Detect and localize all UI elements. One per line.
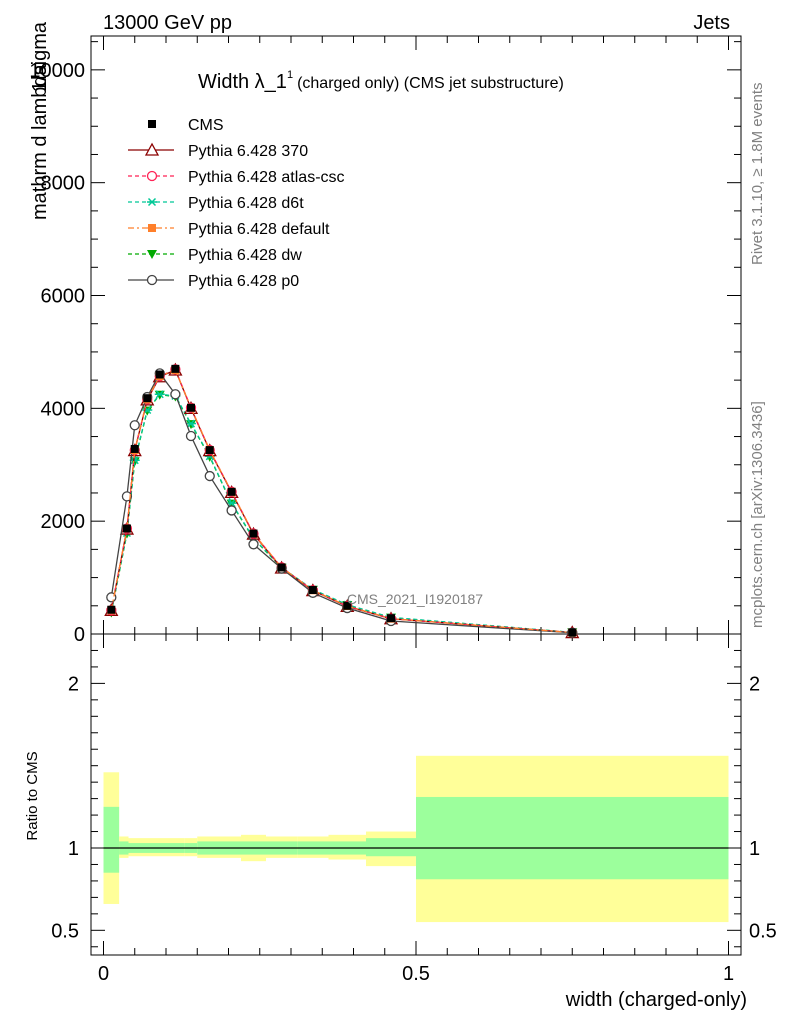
series-d6t <box>106 390 578 637</box>
legend-entry-atlas: Pythia 6.428 atlas-csc <box>128 169 345 186</box>
data-point-cms <box>227 487 236 496</box>
legend-label-cms: CMS <box>188 117 224 134</box>
series-dw <box>106 390 578 638</box>
data-point-cms <box>122 524 131 533</box>
data-point-dw <box>154 390 165 400</box>
x-tick-label: 1 <box>723 963 734 985</box>
data-point-p0 <box>121 491 133 502</box>
inner-band-bin <box>366 838 416 857</box>
data-point-cms <box>343 601 352 610</box>
chart-title-main: Width λ_1 <box>198 71 287 93</box>
series-default <box>107 365 577 637</box>
legend-label-atlas: Pythia 6.428 atlas-csc <box>188 169 345 186</box>
legend-marker-d6t <box>147 197 157 207</box>
legend-label-p0: Pythia 6.428 p0 <box>188 273 299 290</box>
legend-marker-p0 <box>146 274 158 286</box>
data-point-cms <box>155 370 164 379</box>
ratio-y-axis-label: Ratio to CMS <box>24 751 41 840</box>
legend-marker-dw <box>147 250 157 259</box>
data-point-d6t <box>154 390 165 399</box>
data-point-cms <box>130 444 139 453</box>
legend-entry-dw: Pythia 6.428 dw <box>128 247 302 264</box>
data-series <box>104 362 580 639</box>
data-point-p0 <box>185 430 197 442</box>
data-point-cms <box>205 446 214 455</box>
legend: CMS Pythia 6.428 370 Pythia 6.428 atlas-cs… <box>128 117 345 290</box>
x-axis-label: width (charged-only) <box>565 989 747 1011</box>
series-line-p0 <box>110 372 573 634</box>
legend-label-p370: Pythia 6.428 370 <box>188 143 308 160</box>
mcplots-reference-label: mcplots.cern.ch [arXiv:1306.3436] <box>749 401 766 628</box>
data-point-p0 <box>170 389 181 400</box>
data-point-cms <box>143 394 152 403</box>
series-line-dw <box>110 394 573 634</box>
main-y-tick-label: 2000 <box>41 511 86 533</box>
ratio-y-tick-label: 0.5 <box>51 920 79 942</box>
legend-label-default: Pythia 6.428 default <box>188 221 330 238</box>
data-point-cms <box>308 585 317 594</box>
ratio-y-tick-label-right: 1 <box>749 838 760 860</box>
legend-marker-cms <box>148 120 156 128</box>
ratio-y-tick-label: 2 <box>68 673 79 695</box>
series-atlas <box>106 364 578 638</box>
inner-band-bin <box>416 796 729 880</box>
legend-entry-p0: Pythia 6.428 p0 <box>128 273 299 290</box>
data-point-p0 <box>226 505 237 516</box>
legend-entry-default: Pythia 6.428 default <box>128 221 330 238</box>
ratio-y-tick-label-right: 0.5 <box>749 920 777 942</box>
ratio-y-tick-label: 1 <box>68 838 79 860</box>
main-y-tick-label: 6000 <box>41 286 86 308</box>
main-y-tick-label: 8000 <box>41 173 86 195</box>
axis-ticks: 0 2000 4000 6000 8000 10000 0 0.5 1 0.5 0.5 1 1 2 2 <box>29 36 777 985</box>
legend-entry-d6t: Pythia 6.428 d6t <box>128 195 304 212</box>
chart-title-rest: (charged only) (CMS jet substructure) <box>297 75 564 92</box>
x-tick-label: 0 <box>98 963 109 985</box>
legend-marker-p370 <box>144 142 160 156</box>
chart-title-superscript: 1 <box>287 69 293 81</box>
series-line-default <box>110 369 573 634</box>
rivet-version-label: Rivet 3.1.10, ≥ 1.8M events <box>749 83 766 266</box>
legend-marker-default <box>148 224 156 232</box>
ratio-uncertainty-bands <box>103 755 729 923</box>
legend-entry-cms: CMS <box>148 117 224 134</box>
data-point-p0 <box>129 420 140 431</box>
data-point-cms <box>249 529 258 538</box>
series-p0 <box>106 368 578 638</box>
y-axis-label-overlap: 1/sigma <box>29 21 51 92</box>
data-point-d6t <box>226 499 237 508</box>
data-point-cms <box>107 605 116 614</box>
category-label: Jets <box>693 12 730 34</box>
inner-band-bin <box>103 806 120 873</box>
data-point-cms <box>277 563 286 572</box>
legend-marker-atlas <box>146 170 158 182</box>
data-point-p0 <box>248 539 259 550</box>
y-axis-label-main: mathrm d lambda <box>29 64 51 220</box>
data-point-cms <box>187 403 195 412</box>
series-line-d6t <box>110 393 573 634</box>
data-point-cms <box>387 614 395 623</box>
series-p370 <box>104 362 580 639</box>
legend-label-d6t: Pythia 6.428 d6t <box>188 195 304 212</box>
series-cms <box>107 364 577 637</box>
plot-labels: 13000 GeV pp Jets Rivet 3.1.10, ≥ 1.8M e… <box>24 12 766 1011</box>
data-point-p0 <box>204 470 215 482</box>
main-y-tick-label: 0 <box>74 624 85 646</box>
main-y-tick-label: 4000 <box>41 398 86 420</box>
main-y-tick-label: 10000 <box>29 60 85 82</box>
energy-label: 13000 GeV pp <box>103 12 232 34</box>
legend-label-dw: Pythia 6.428 dw <box>188 247 302 264</box>
legend-entry-p370: Pythia 6.428 370 <box>128 142 308 160</box>
data-point-cms <box>171 364 180 373</box>
ratio-y-tick-label-right: 2 <box>749 673 760 695</box>
analysis-watermark: CMS_2021_I1920187 <box>347 591 483 607</box>
data-point-cms <box>568 628 577 637</box>
x-tick-label: 0.5 <box>402 963 430 985</box>
data-point-d6t <box>186 419 196 428</box>
chart-title: Width λ_11 (charged only) (CMS jet substr… <box>198 69 564 93</box>
data-point-dw <box>226 499 237 509</box>
